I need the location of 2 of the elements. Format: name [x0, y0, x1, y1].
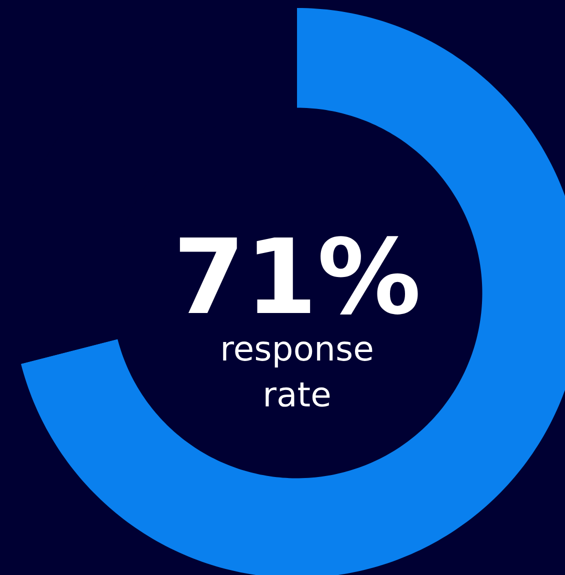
data-label: 71%: [180, 236, 418, 314]
text: response rate: [223, 342, 372, 407]
